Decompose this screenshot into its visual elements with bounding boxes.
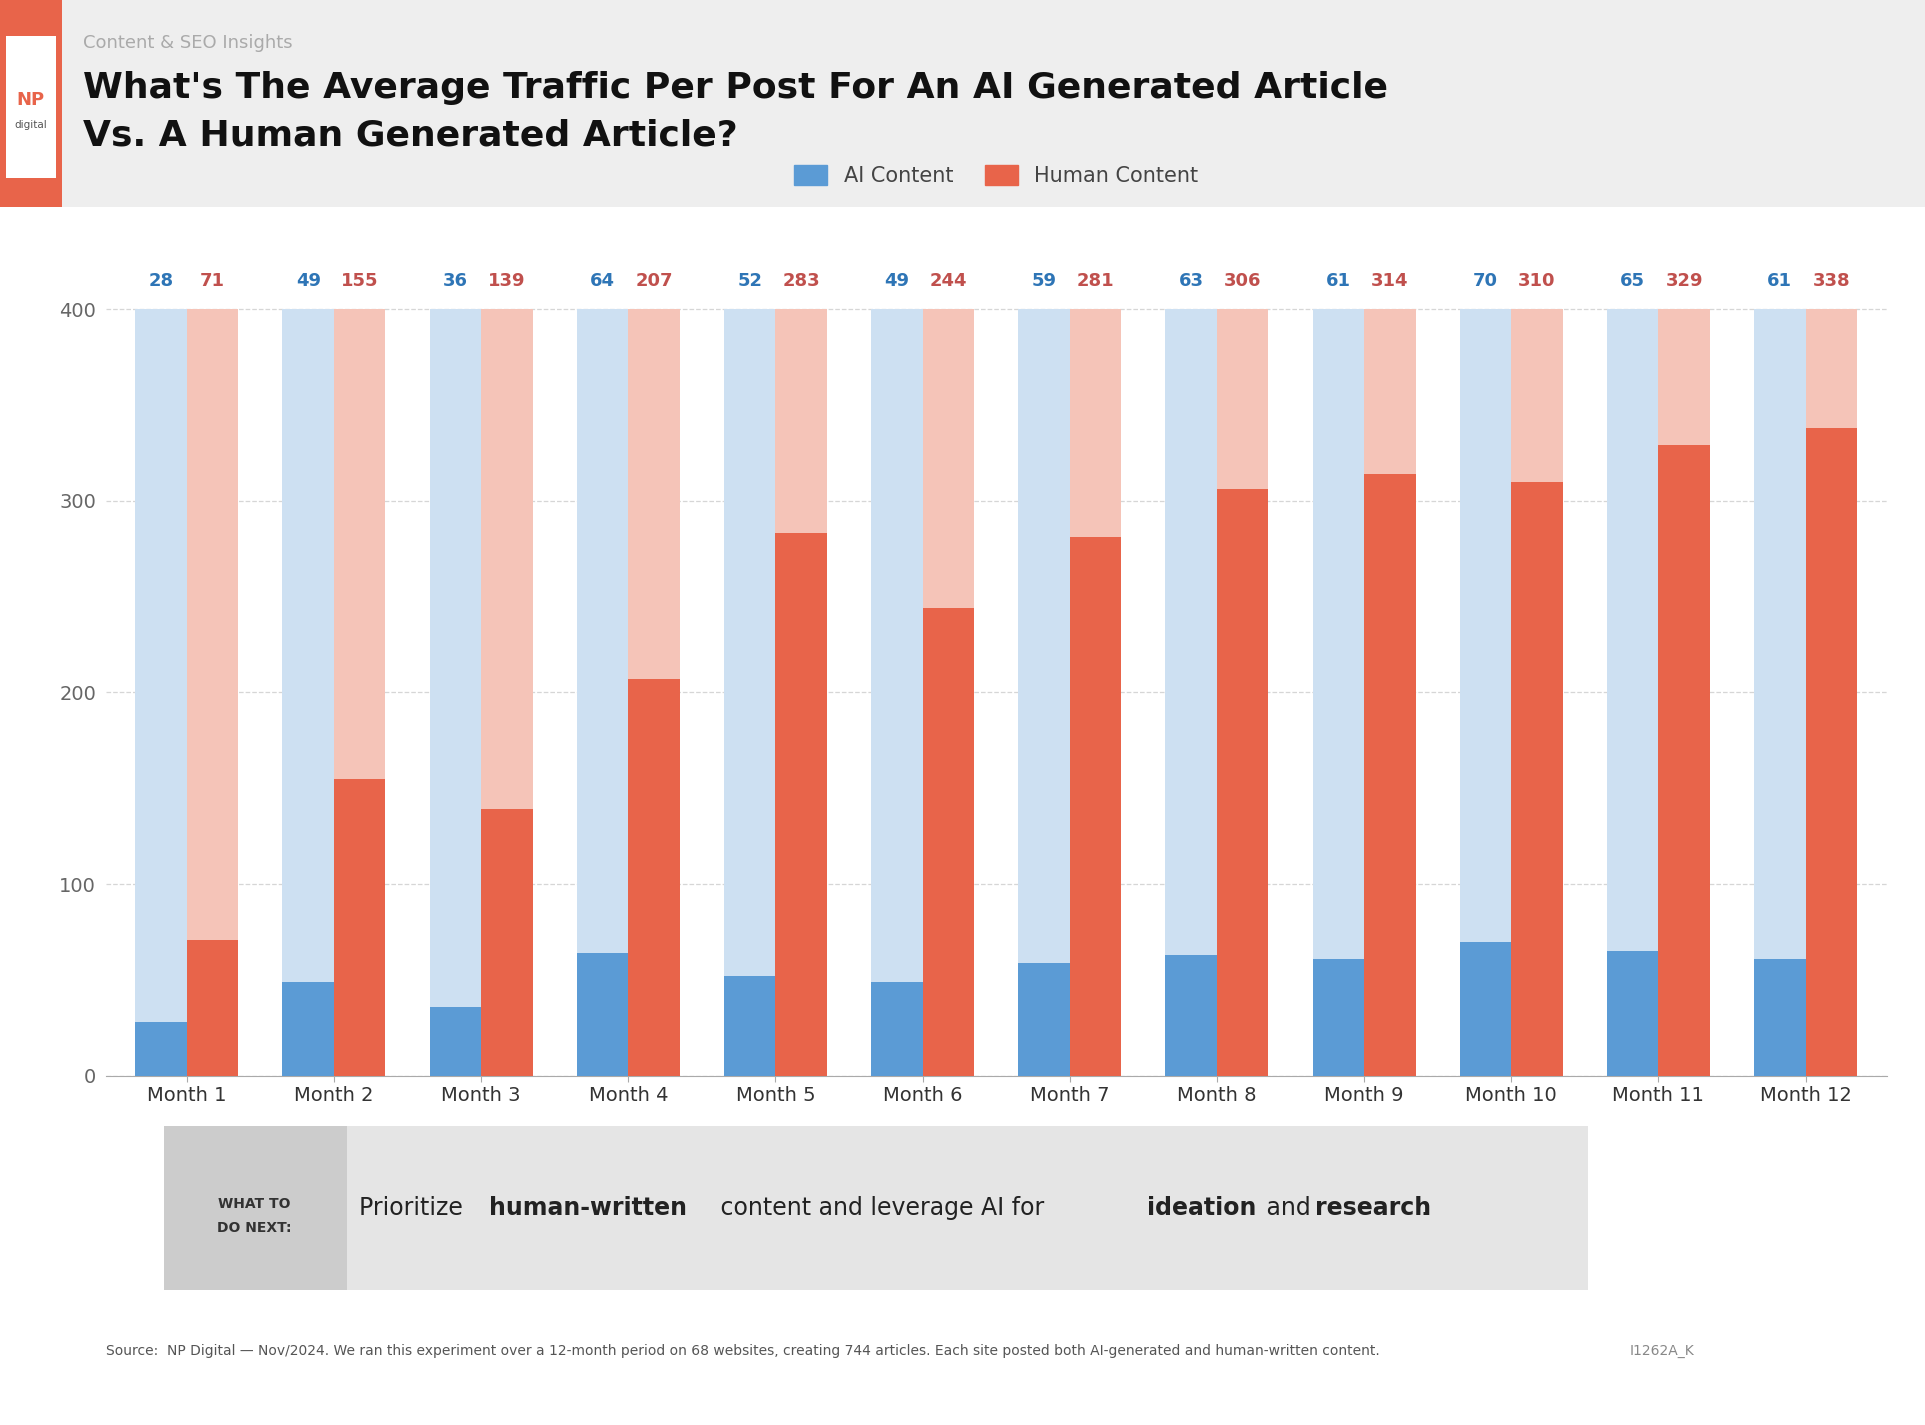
Text: Content & SEO Insights: Content & SEO Insights (83, 34, 293, 51)
Text: 28: 28 (148, 272, 173, 289)
Bar (1018, 963, 1070, 1076)
Bar (724, 309, 776, 1076)
Text: 207: 207 (635, 272, 674, 289)
Text: 59: 59 (1032, 272, 1057, 289)
Bar (1659, 445, 1709, 1076)
Text: 49: 49 (884, 272, 909, 289)
Bar (922, 608, 974, 1076)
Text: WHAT TO: WHAT TO (218, 1197, 291, 1211)
Text: 52: 52 (737, 272, 762, 289)
Bar (1217, 489, 1269, 1076)
Text: NP: NP (17, 91, 44, 108)
Bar (1607, 952, 1659, 1076)
Bar (135, 1022, 187, 1076)
Bar (283, 982, 333, 1076)
Text: 65: 65 (1621, 272, 1646, 289)
Text: 314: 314 (1371, 272, 1409, 289)
Text: Prioritize: Prioritize (358, 1196, 470, 1220)
Text: Source:  NP Digital — Nov/2024. We ran this experiment over a 12-month period on: Source: NP Digital — Nov/2024. We ran th… (106, 1344, 1380, 1358)
Bar (1754, 959, 1806, 1076)
Bar (922, 309, 974, 1076)
Text: 281: 281 (1076, 272, 1115, 289)
Text: 64: 64 (591, 272, 614, 289)
Text: Vs. A Human Generated Article?: Vs. A Human Generated Article? (83, 118, 737, 152)
Text: .: . (1421, 1196, 1428, 1220)
Text: 329: 329 (1665, 272, 1704, 289)
Bar (1165, 955, 1217, 1076)
Bar (776, 309, 828, 1076)
Bar (1806, 309, 1858, 1076)
Text: 306: 306 (1224, 272, 1261, 289)
Text: 71: 71 (200, 272, 225, 289)
Text: 36: 36 (443, 272, 468, 289)
Text: 49: 49 (296, 272, 321, 289)
Text: 63: 63 (1178, 272, 1203, 289)
Text: research: research (1315, 1196, 1430, 1220)
Legend: AI Content, Human Content: AI Content, Human Content (785, 157, 1207, 194)
Bar (1217, 309, 1269, 1076)
Text: human-written: human-written (489, 1196, 687, 1220)
Text: 283: 283 (782, 272, 820, 289)
Bar (1313, 959, 1365, 1076)
Text: 244: 244 (930, 272, 966, 289)
Bar (429, 1007, 481, 1076)
Bar (1018, 309, 1070, 1076)
Bar (429, 309, 481, 1076)
Bar (1365, 475, 1415, 1076)
Bar (1459, 309, 1511, 1076)
Bar (1806, 428, 1858, 1076)
Text: 338: 338 (1813, 272, 1850, 289)
Text: and: and (1259, 1196, 1319, 1220)
Bar (481, 309, 533, 1076)
Text: 139: 139 (489, 272, 526, 289)
Text: I1262A_K: I1262A_K (1629, 1344, 1694, 1358)
Bar (872, 309, 922, 1076)
Bar (1511, 482, 1563, 1076)
Text: digital: digital (13, 120, 48, 131)
Text: DO NEXT:: DO NEXT: (218, 1221, 291, 1235)
Bar (1459, 942, 1511, 1076)
Text: 61: 61 (1767, 272, 1792, 289)
Bar (1754, 309, 1806, 1076)
Bar (628, 680, 680, 1076)
Bar (187, 939, 239, 1076)
Bar (1659, 309, 1709, 1076)
Bar (283, 309, 333, 1076)
Bar (1313, 309, 1365, 1076)
Bar (135, 309, 187, 1076)
Bar (333, 309, 385, 1076)
Bar (776, 533, 828, 1076)
Bar (1365, 309, 1415, 1076)
Text: 155: 155 (341, 272, 379, 289)
Text: content and leverage AI for: content and leverage AI for (712, 1196, 1051, 1220)
Bar (187, 309, 239, 1076)
Text: What's The Average Traffic Per Post For An AI Generated Article: What's The Average Traffic Per Post For … (83, 71, 1388, 105)
Text: ideation: ideation (1147, 1196, 1257, 1220)
Text: 61: 61 (1326, 272, 1351, 289)
Bar (872, 982, 922, 1076)
Text: 310: 310 (1519, 272, 1555, 289)
Bar (1607, 309, 1659, 1076)
Bar (1070, 537, 1120, 1076)
Text: 70: 70 (1473, 272, 1498, 289)
Bar (724, 976, 776, 1076)
Bar (1165, 309, 1217, 1076)
Bar (1511, 309, 1563, 1076)
Bar (628, 309, 680, 1076)
Bar (481, 809, 533, 1076)
Bar (333, 778, 385, 1076)
Bar (578, 309, 628, 1076)
Bar (578, 953, 628, 1076)
Bar (1070, 309, 1120, 1076)
